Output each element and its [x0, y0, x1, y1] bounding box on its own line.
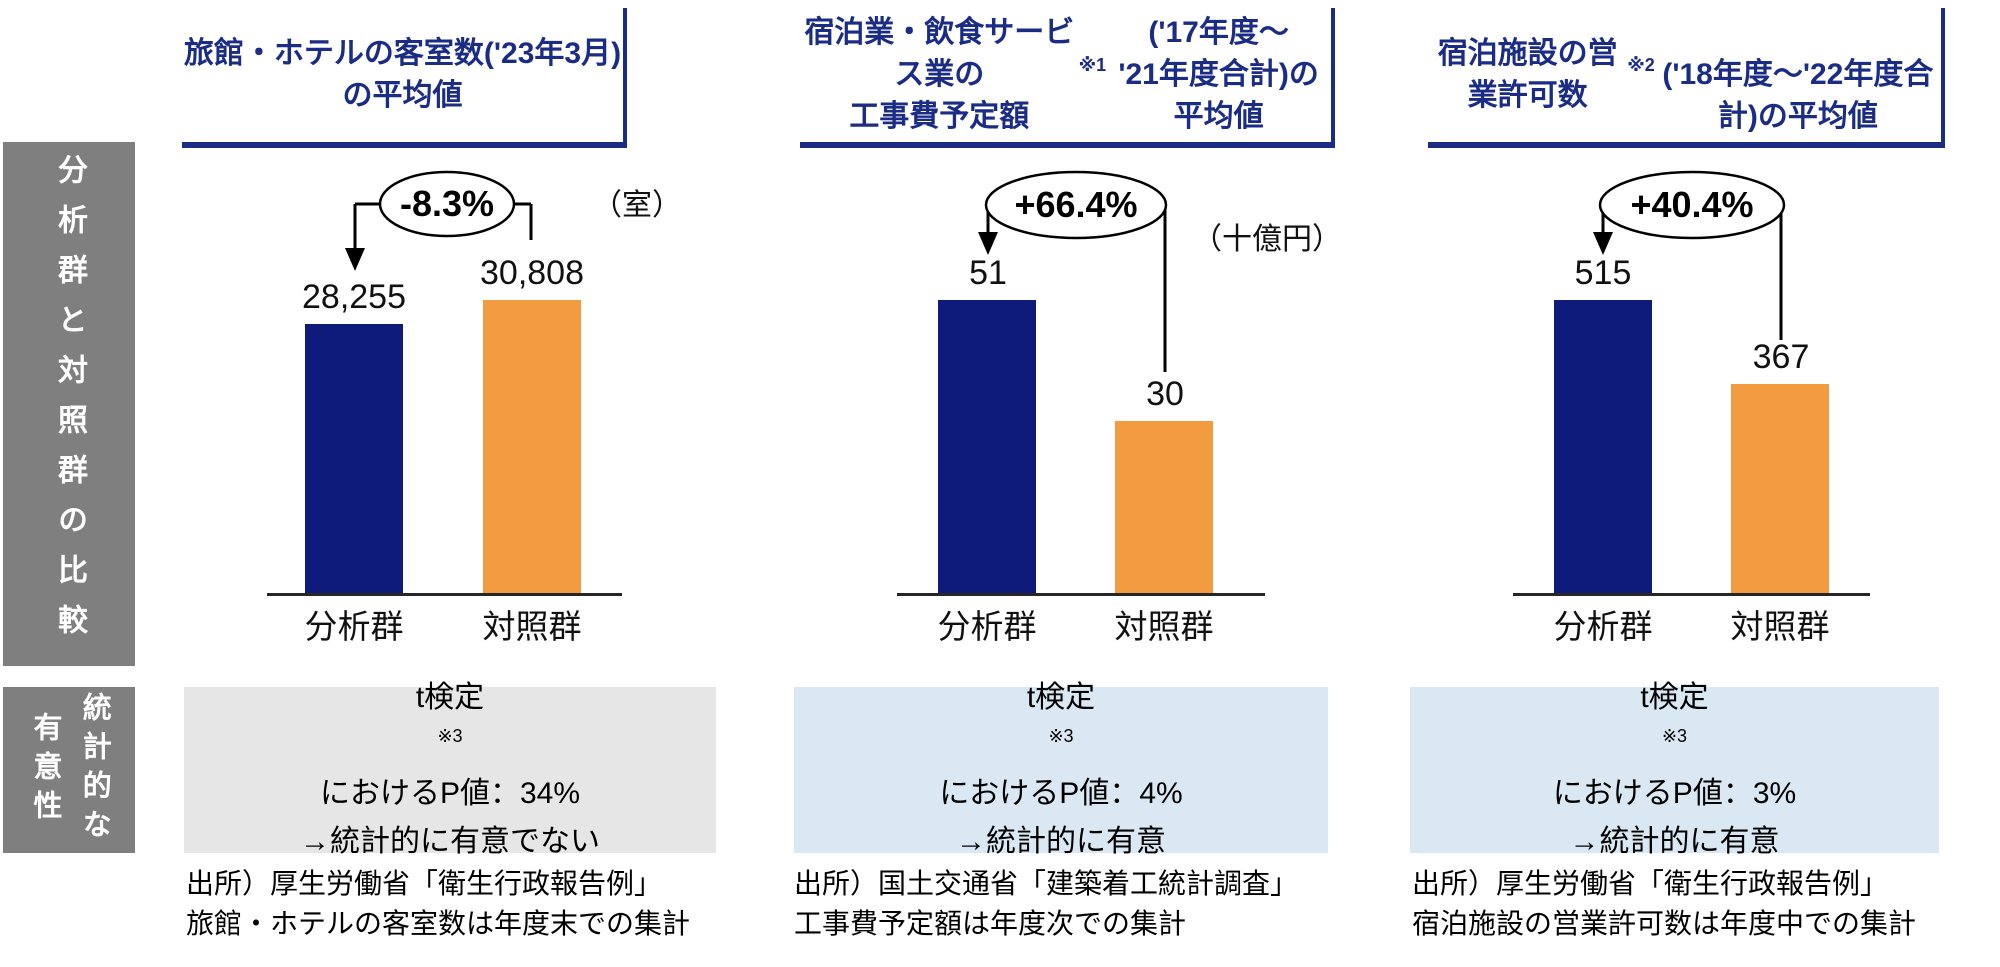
arrow-down-icon — [1593, 232, 1613, 255]
chart-title: 宿泊施設の営業許可数 ※2 ('18年度～'22年度合計)の平均値 — [1428, 8, 1945, 148]
bar-analysis-group — [1554, 300, 1652, 593]
bar-analysis-group — [305, 324, 403, 593]
significance-box: t検定 ※3 におけるP値：34% →統計的に有意でない — [184, 681, 716, 858]
bar-analysis-group — [938, 300, 1036, 593]
category-label-analysis: 分析群 — [1553, 608, 1653, 645]
chart-title: 宿泊業・飲食サービス業の 工事費予定額 ※1 ('17年度～ '21年度合計)の平均値 — [800, 8, 1335, 148]
chart-column-construction-cost: 宿泊業・飲食サービス業の 工事費予定額 ※1 ('17年度～ '21年度合計)の平均値 … — [794, 0, 1342, 967]
significance-box: t検定 ※3 におけるP値：4% →統計的に有意 — [794, 681, 1328, 858]
bar-chart: +66.4% （十億円） 51 30 分析群 対照群 — [794, 150, 1342, 670]
bar-control-group — [1731, 384, 1829, 593]
source-note: 出所）国土交通省「建築着工統計調査」 工事費予定額は年度次での集計 — [794, 868, 1299, 939]
sidebar-row-comparison: 分析群と対照群の比較 — [3, 142, 135, 666]
value-label-control: 367 — [1752, 338, 1810, 376]
change-annotation — [978, 170, 1168, 372]
x-axis-line — [267, 593, 622, 596]
bar-chart: -8.3% （室） 28,255 30,808 分析群 対照群 — [180, 150, 720, 670]
change-label: +40.4% — [1630, 184, 1754, 225]
arrow-down-icon — [345, 248, 365, 271]
significance-box: t検定 ※3 におけるP値：3% →統計的に有意 — [1410, 681, 1939, 858]
arrow-down-icon — [978, 232, 998, 255]
chart-title: 旅館・ホテルの客室数('23年3月) の平均値 — [182, 8, 627, 148]
x-axis-line — [1513, 593, 1870, 596]
change-label: +66.4% — [1014, 184, 1138, 225]
change-ellipse — [984, 170, 1168, 240]
category-label-control: 対照群 — [482, 608, 582, 645]
change-ellipse — [1598, 170, 1786, 240]
value-label-analysis: 515 — [1574, 254, 1632, 292]
category-label-control: 対照群 — [1730, 608, 1830, 645]
bar-control-group — [1115, 421, 1213, 593]
category-label-analysis: 分析群 — [937, 608, 1037, 645]
change-ellipse — [378, 170, 516, 238]
bar-chart: +40.4% 515 367 分析群 対照群 — [1410, 150, 1950, 670]
sidebar-row-comparison-label: 分析群と対照群の比較 — [53, 154, 86, 654]
value-label-analysis: 28,255 — [302, 278, 406, 316]
change-annotation — [1593, 170, 1786, 340]
unit-label: （十億円） — [1192, 223, 1342, 256]
unit-label: （室） — [592, 189, 682, 222]
category-label-analysis: 分析群 — [304, 608, 404, 645]
chart-column-permits: 宿泊施設の営業許可数 ※2 ('18年度～'22年度合計)の平均値 +40.4% 5… — [1410, 0, 1950, 967]
source-note: 出所）厚生労働省「衛生行政報告例」 宿泊施設の営業許可数は年度中での集計 — [1412, 868, 1917, 939]
category-label-control: 対照群 — [1114, 608, 1214, 645]
value-label-control: 30,808 — [480, 254, 584, 292]
value-label-control: 30 — [1146, 375, 1184, 413]
bar-control-group — [483, 300, 581, 593]
value-label-analysis: 51 — [969, 254, 1007, 292]
chart-column-rooms: 旅館・ホテルの客室数('23年3月) の平均値 -8.3% （室） 28,255 … — [180, 0, 720, 967]
change-label: -8.3% — [399, 183, 495, 224]
sidebar-row-significance: 統計的な 有意性 — [3, 687, 135, 853]
change-annotation — [345, 170, 533, 271]
x-axis-line — [897, 593, 1265, 596]
source-note: 出所）厚生労働省「衛生行政報告例」 旅館・ホテルの客室数は年度末での集計 — [186, 868, 691, 939]
sidebar-row-significance-label: 統計的な 有意性 — [29, 692, 111, 848]
